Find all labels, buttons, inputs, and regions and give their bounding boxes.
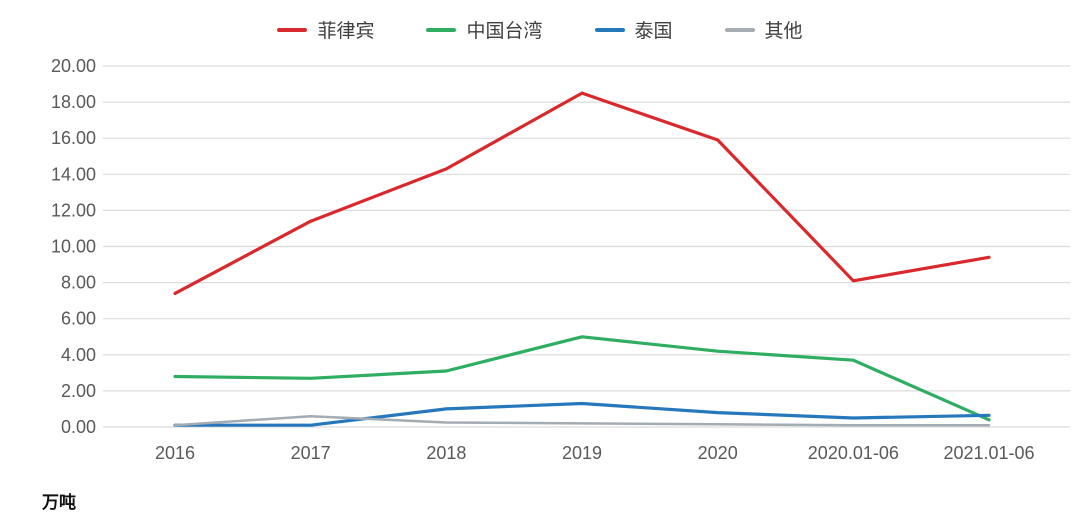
legend-label: 其他 xyxy=(764,21,803,42)
legend-item-2: 泰国 xyxy=(594,16,673,43)
y-axis-tick-label: 0.00 xyxy=(61,417,96,437)
legend-item-1: 中国台湾 xyxy=(426,16,543,43)
y-axis-tick-label: 10.00 xyxy=(51,237,96,257)
y-axis-tick-label: 8.00 xyxy=(61,273,96,293)
chart-legend: 菲律宾 中国台湾 泰国 其他 xyxy=(0,16,1080,43)
x-axis-tick-label: 2016 xyxy=(155,443,195,463)
y-axis-tick-label: 12.00 xyxy=(51,200,96,220)
x-axis-tick-label: 2021.01-06 xyxy=(943,443,1034,463)
y-axis-tick-label: 6.00 xyxy=(61,309,96,329)
x-axis-tick-label: 2019 xyxy=(562,443,602,463)
y-axis-tick-label: 18.00 xyxy=(51,92,96,112)
series-line-0 xyxy=(173,91,991,295)
y-axis-tick-label: 16.00 xyxy=(51,128,96,148)
series-line-2 xyxy=(173,401,991,427)
legend-label: 菲律宾 xyxy=(317,21,375,42)
legend-item-0: 菲律宾 xyxy=(277,16,374,43)
y-axis-tick-label: 20.00 xyxy=(51,56,96,76)
y-axis-tick-label: 4.00 xyxy=(61,345,96,365)
legend-label: 中国台湾 xyxy=(466,21,543,42)
x-axis-tick-label: 2017 xyxy=(291,443,331,463)
unit-label: 万吨 xyxy=(42,493,76,512)
x-axis-tick-label: 2020.01-06 xyxy=(808,443,899,463)
series-line-1 xyxy=(173,335,991,422)
x-axis-tick-label: 2020 xyxy=(698,443,738,463)
legend-swatch-icon xyxy=(594,27,625,32)
legend-label: 泰国 xyxy=(634,21,673,42)
legend-item-3: 其他 xyxy=(724,16,803,43)
y-axis-tick-label: 14.00 xyxy=(51,164,96,184)
series-line-3 xyxy=(173,414,991,427)
x-axis-tick-label: 2018 xyxy=(426,443,466,463)
legend-swatch-icon xyxy=(277,27,308,32)
legend-swatch-icon xyxy=(426,27,457,32)
legend-swatch-icon xyxy=(724,27,755,32)
y-axis-tick-label: 2.00 xyxy=(61,381,96,401)
